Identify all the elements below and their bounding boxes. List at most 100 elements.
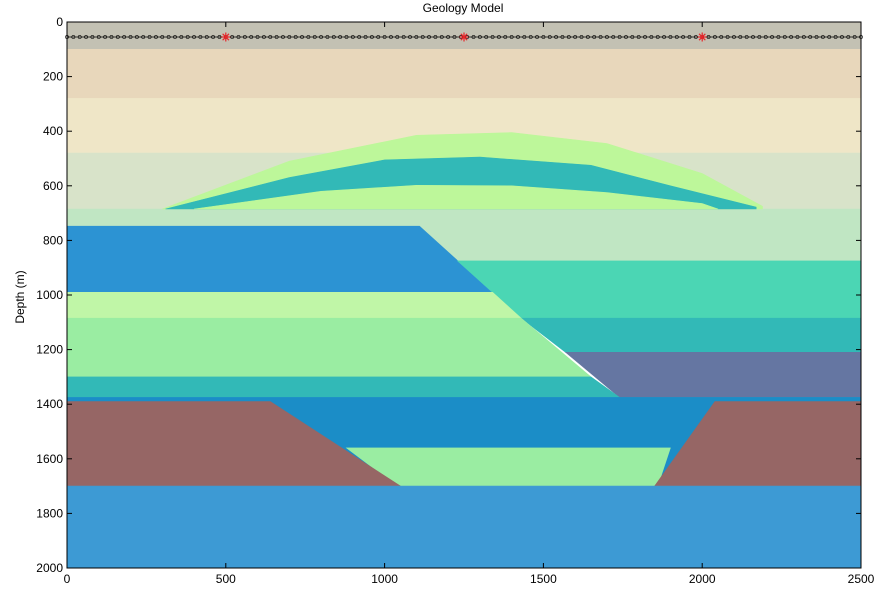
receiver-marker: [617, 35, 622, 39]
receiver-marker: [846, 35, 851, 39]
receiver-marker: [198, 35, 203, 39]
receiver-marker: [338, 35, 343, 39]
x-tick-label: 0: [64, 572, 71, 586]
receiver-marker: [179, 35, 184, 39]
receiver-marker: [204, 35, 209, 39]
receiver-marker: [217, 35, 222, 39]
receiver-marker: [376, 35, 381, 39]
receiver-marker: [490, 35, 495, 39]
unit-fault-block-upper: [66, 225, 494, 293]
source-marker: [459, 32, 469, 42]
receiver-marker: [147, 35, 152, 39]
receiver-marker: [134, 35, 139, 39]
receiver-marker: [516, 35, 520, 39]
receiver-marker: [624, 35, 628, 39]
receiver-marker: [350, 35, 355, 39]
receiver-marker: [109, 35, 114, 39]
receiver-marker: [255, 35, 260, 39]
receiver-marker: [166, 35, 171, 39]
x-tick-label: 1500: [530, 572, 557, 586]
receiver-marker: [103, 35, 108, 39]
receiver-marker: [649, 35, 654, 39]
receiver-marker: [573, 35, 578, 39]
receiver-marker: [389, 35, 393, 39]
receiver-marker: [242, 35, 247, 39]
receiver-marker: [674, 35, 679, 39]
receiver-marker: [630, 35, 635, 39]
y-tick-label: 1600: [36, 452, 63, 466]
receiver-marker: [408, 35, 412, 39]
y-tick-label: 1200: [36, 343, 63, 357]
receiver-marker: [401, 35, 406, 39]
receiver-marker: [477, 35, 482, 39]
receiver-marker: [357, 35, 362, 39]
receiver-marker: [840, 35, 844, 39]
receiver-marker: [382, 35, 387, 39]
receiver-marker: [554, 35, 559, 39]
receiver-marker: [173, 35, 177, 39]
unit-green-layer: [66, 317, 592, 378]
x-tick-label: 2500: [848, 572, 875, 586]
x-tick-label: 500: [216, 572, 236, 586]
receiver-marker: [192, 35, 196, 39]
receiver-marker: [776, 35, 781, 39]
receiver-marker: [160, 35, 165, 39]
y-tick-label: 200: [43, 70, 63, 84]
receiver-marker: [827, 35, 832, 39]
receiver-marker: [312, 35, 317, 39]
unit-light-green-layer: [66, 291, 522, 319]
source-marker: [697, 32, 707, 42]
y-axis: 0 200 400 600 800 1000 1200 1400 1600 1800 2000: [36, 15, 861, 575]
receiver-marker: [262, 35, 266, 39]
receiver-marker: [522, 35, 527, 39]
receiver-marker: [706, 35, 711, 39]
receiver-marker: [497, 35, 501, 39]
receiver-marker: [115, 35, 120, 39]
receiver-marker: [230, 35, 235, 39]
receiver-marker: [363, 35, 368, 39]
receiver-marker: [713, 35, 717, 39]
receiver-marker: [560, 35, 565, 39]
receiver-marker: [605, 35, 609, 39]
unit-teal-layer-left: [66, 376, 621, 398]
y-tick-label: 1400: [36, 397, 63, 411]
receiver-marker: [535, 35, 539, 39]
receiver-marker: [325, 35, 330, 39]
receiver-marker: [319, 35, 323, 39]
geology-units: [66, 21, 862, 569]
y-tick-label: 400: [43, 124, 63, 138]
receiver-marker: [331, 35, 336, 39]
receiver-marker: [687, 35, 692, 39]
x-axis: 0 500 1000 1500 2000 2500: [64, 22, 875, 586]
source-markers: [221, 32, 707, 42]
receiver-marker: [738, 35, 743, 39]
receiver-marker: [96, 35, 101, 39]
receiver-marker: [585, 35, 590, 39]
receiver-marker: [732, 35, 736, 39]
y-tick-label: 800: [43, 233, 63, 247]
receiver-marker: [369, 35, 374, 39]
unit-basement: [66, 485, 862, 569]
receiver-marker: [274, 35, 279, 39]
receiver-marker: [185, 35, 190, 39]
receiver-marker: [84, 35, 88, 39]
y-tick-label: 1800: [36, 506, 63, 520]
receiver-marker: [446, 35, 451, 39]
receiver-marker: [268, 35, 273, 39]
receiver-marker: [744, 35, 749, 39]
receiver-marker: [452, 35, 457, 39]
receiver-marker: [681, 35, 686, 39]
receiver-marker: [814, 35, 819, 39]
receiver-marker: [293, 35, 298, 39]
y-tick-label: 2000: [36, 561, 63, 575]
y-tick-label: 1000: [36, 288, 63, 302]
receiver-marker: [662, 35, 666, 39]
receiver-marker: [90, 35, 95, 39]
receiver-marker: [852, 35, 857, 39]
receiver-marker: [795, 35, 800, 39]
receiver-marker: [592, 35, 597, 39]
x-tick-label: 1000: [371, 572, 398, 586]
unit-teal-layer-right: [520, 317, 862, 353]
receiver-marker: [420, 35, 425, 39]
